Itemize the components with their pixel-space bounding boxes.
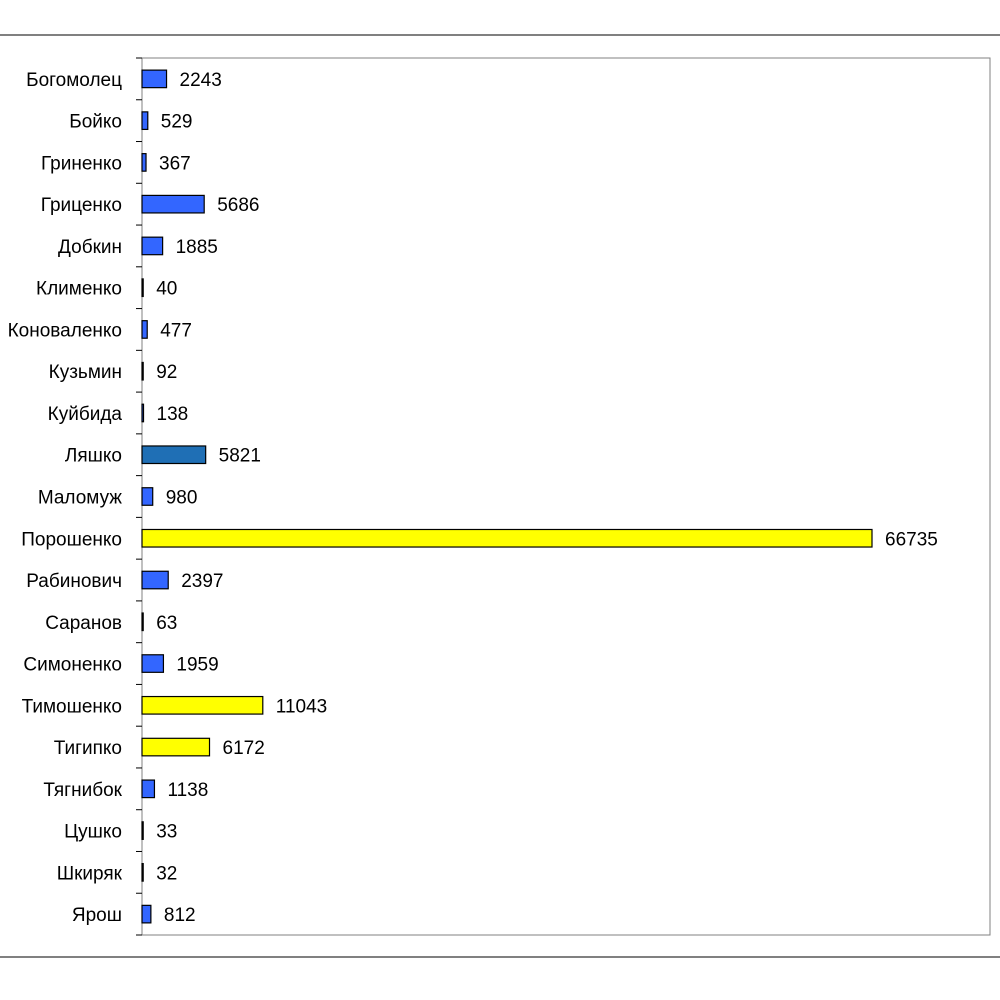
bar	[141, 737, 211, 757]
bar	[141, 528, 873, 548]
bar	[141, 153, 147, 172]
value-label: 63	[156, 613, 177, 634]
value-label: 138	[157, 404, 189, 425]
category-label: Кузьмин	[49, 362, 122, 383]
value-label: 5686	[217, 195, 259, 216]
category-label: Ярош	[72, 905, 122, 926]
bar	[141, 821, 144, 840]
value-label: 1885	[176, 237, 218, 258]
bar	[141, 278, 144, 298]
bar	[141, 236, 164, 256]
value-label: 477	[160, 320, 192, 341]
category-label: Гриненко	[41, 153, 122, 174]
category-label: Цушко	[64, 822, 122, 843]
category-label: Тимошенко	[22, 696, 122, 717]
category-label: Тигипко	[54, 738, 122, 759]
value-label: 32	[156, 863, 177, 884]
bar	[141, 654, 165, 673]
value-label: 1138	[167, 780, 208, 801]
bar	[141, 862, 144, 882]
category-label: Ляшко	[65, 446, 122, 467]
category-label: Клименко	[36, 279, 122, 300]
bar	[141, 779, 156, 799]
category-ticks	[136, 57, 142, 936]
value-label: 2397	[181, 571, 223, 592]
category-label: Добкин	[58, 237, 122, 258]
category-label: Богомолец	[26, 70, 122, 91]
category-labels: Богомолец Бойко Гриненко Гриценко Добкин Клим…	[8, 70, 123, 926]
bar	[141, 194, 205, 214]
value-label: 40	[156, 279, 177, 300]
value-label: 92	[156, 362, 177, 383]
bar	[141, 487, 154, 506]
value-label: 529	[161, 112, 193, 133]
category-label: Гриценко	[41, 195, 122, 216]
value-label: 367	[159, 153, 191, 174]
value-label: 66735	[885, 529, 938, 550]
bar	[141, 570, 169, 590]
value-label: 5821	[219, 446, 261, 467]
bar	[141, 904, 152, 924]
category-label: Маломуж	[38, 488, 122, 509]
value-label: 980	[166, 488, 198, 509]
value-label: 1959	[176, 655, 218, 676]
category-label: Симоненко	[23, 655, 122, 676]
value-labels: 2243 529 367 5686 1885 40 477 92 138 5821 980 66735…	[156, 70, 938, 926]
category-label: Бойко	[69, 112, 122, 133]
plot-area	[141, 57, 991, 936]
value-label: 2243	[180, 70, 222, 91]
category-label: Тягнибок	[43, 780, 122, 801]
value-label: 6172	[223, 738, 265, 759]
category-label: Рабинович	[26, 571, 122, 592]
value-label: 812	[164, 905, 196, 926]
bar	[141, 111, 149, 131]
bars	[141, 69, 873, 924]
bar	[141, 361, 144, 381]
category-label: Шкиряк	[57, 863, 123, 884]
bar	[141, 320, 148, 339]
bar	[141, 445, 207, 465]
bar	[141, 695, 264, 715]
bar	[141, 69, 168, 89]
bar	[141, 612, 144, 632]
category-label: Порошенко	[21, 529, 122, 550]
category-label: Саранов	[45, 613, 122, 634]
category-label: Куйбида	[48, 404, 123, 425]
value-label: 11043	[276, 696, 327, 717]
value-label: 33	[156, 822, 177, 843]
bar	[141, 403, 145, 423]
category-label: Коноваленко	[8, 320, 122, 341]
